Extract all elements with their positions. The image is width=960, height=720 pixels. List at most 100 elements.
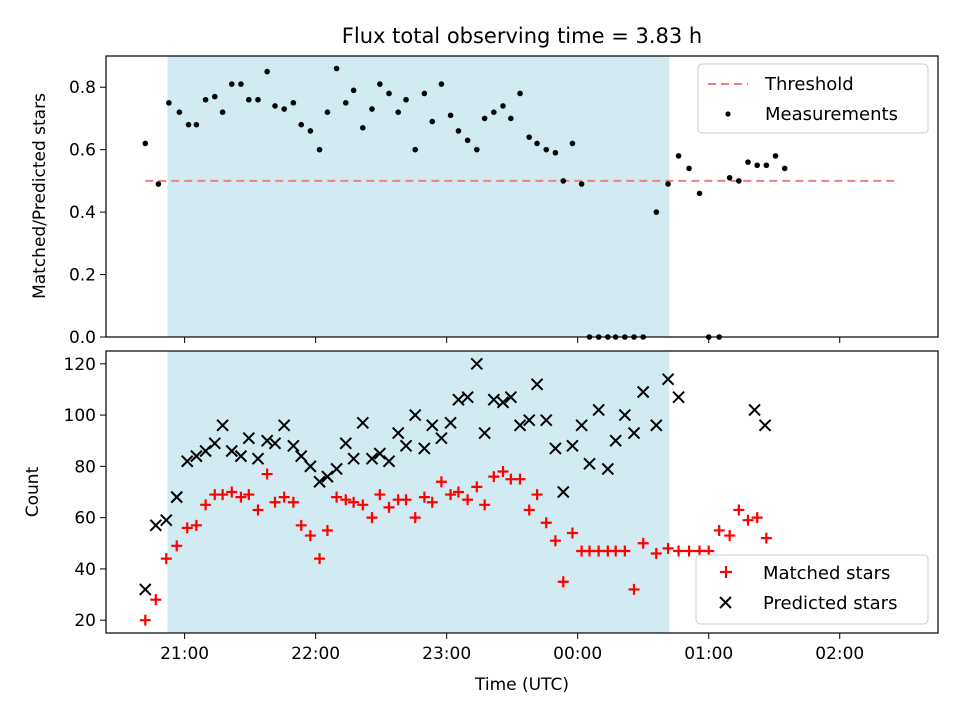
- matched-star-point: [261, 468, 273, 480]
- measurement-point: [298, 121, 305, 128]
- measurement-point: [211, 93, 218, 100]
- predicted-star-point: [470, 357, 484, 371]
- top-y-ticks: 0.0 0.2 0.4 0.6 0.8: [69, 78, 106, 348]
- matched-star-point: [628, 583, 640, 595]
- measurement-point: [569, 140, 576, 147]
- bottom-y-tick-label: 100: [64, 406, 96, 426]
- top-y-tick-label: 0.6: [69, 141, 96, 161]
- matched-star-point: [733, 504, 745, 516]
- top-axes-frame: [105, 55, 939, 338]
- bottom-legend-box: [695, 554, 929, 625]
- measurement-point: [653, 209, 660, 215]
- measurement-point: [386, 90, 392, 97]
- predicted-star-point: [339, 437, 352, 450]
- predicted-star-point: [356, 416, 370, 429]
- bottom-y-tick-label: 80: [74, 457, 96, 477]
- measurement-point: [281, 106, 287, 112]
- measurement-point: [534, 140, 540, 147]
- measurement-point: [686, 165, 692, 172]
- matched-star-point: [190, 519, 202, 531]
- x-tick-label: 23:00: [422, 644, 471, 664]
- measurement-point: [228, 81, 235, 87]
- matched-star-point: [217, 489, 229, 501]
- matched-star-point: [471, 481, 483, 493]
- matched-star-point: [160, 553, 172, 565]
- measurement-point: [307, 128, 314, 134]
- x-axis-label: Time (UTC): [474, 675, 569, 695]
- matched-star-point: [583, 545, 595, 557]
- matched-star-point: [462, 494, 474, 506]
- matched-star-point: [435, 476, 447, 488]
- predicted-star-point: [225, 444, 238, 458]
- matched-legend-swatch: [720, 566, 732, 578]
- measurements-legend-label: Measurements: [765, 104, 898, 125]
- top-x-ticks: [184, 337, 841, 343]
- top-shaded-region: [167, 56, 670, 337]
- matched-star-point: [751, 512, 763, 524]
- predicted-star-point: [268, 437, 282, 450]
- measurement-point: [333, 65, 340, 72]
- matched-star-point: [514, 473, 526, 485]
- measurement-point: [696, 190, 703, 197]
- measurement-point: [438, 81, 445, 87]
- predicted-star-point: [452, 393, 465, 406]
- x-tick-label: 21:00: [160, 644, 209, 664]
- predicted-star-point: [260, 434, 274, 447]
- predicted-star-point: [435, 431, 448, 445]
- matched-star-point: [523, 504, 535, 516]
- measurement-point: [342, 100, 349, 106]
- matched-star-point: [357, 499, 369, 511]
- predicted-star-point: [530, 378, 544, 391]
- measurement-point: [473, 146, 480, 153]
- matched-star-point: [278, 491, 290, 503]
- top-legend-box: [697, 63, 929, 134]
- predicted-star-point: [251, 452, 265, 465]
- matched-star-point: [673, 545, 685, 557]
- measurement-point: [552, 149, 559, 156]
- top-y-axis-label: Matched/Predicted stars: [30, 93, 50, 299]
- predicted-star-point: [549, 442, 562, 455]
- measurement-point: [491, 109, 497, 115]
- predicted-star-point: [181, 455, 194, 468]
- predicted-star-point: [139, 583, 152, 596]
- measurements-legend-swatch: [725, 111, 731, 117]
- matched-star-point: [724, 530, 736, 542]
- predicted-star-point: [295, 449, 308, 463]
- measurement-point: [395, 109, 401, 115]
- matched-star-point: [610, 545, 622, 557]
- matched-legend-label: Matched stars: [763, 563, 890, 584]
- matched-star-point: [235, 491, 247, 503]
- measurement-point: [350, 87, 357, 94]
- matched-star-point: [171, 540, 183, 552]
- top-legend: Threshold Measurements: [697, 63, 929, 134]
- predicted-star-point: [661, 372, 675, 386]
- matched-star-point: [269, 496, 281, 508]
- measurement-point: [369, 106, 375, 112]
- measurement-point: [736, 178, 742, 184]
- predicted-star-point: [321, 470, 334, 483]
- predicted-star-point: [461, 390, 474, 404]
- measurement-point: [255, 96, 261, 103]
- predicted-star-point: [347, 452, 360, 465]
- predicted-star-point: [190, 449, 203, 463]
- predicted-star-point: [170, 490, 183, 504]
- matched-star-point: [366, 512, 378, 524]
- bottom-y-ticks: 20 40 60 80 100 120: [64, 355, 106, 631]
- measurement-point: [377, 81, 383, 87]
- matched-star-point: [321, 524, 333, 536]
- measurement-point: [508, 115, 514, 122]
- predicted-star-point: [330, 462, 343, 476]
- top-y-tick-label: 0.0: [69, 328, 96, 348]
- measurement-point: [246, 96, 252, 103]
- predicted-star-point: [487, 393, 501, 406]
- predicted-star-point: [399, 439, 413, 453]
- predicted-star-point: [365, 452, 379, 465]
- predicted-star-point: [391, 426, 405, 440]
- matched-star-point: [304, 530, 316, 542]
- measurement-point: [316, 146, 323, 153]
- matched-star-point: [742, 514, 754, 526]
- matched-star-point: [479, 499, 491, 511]
- measurement-point: [665, 181, 671, 187]
- bottom-y-axis-label: Count: [23, 466, 43, 517]
